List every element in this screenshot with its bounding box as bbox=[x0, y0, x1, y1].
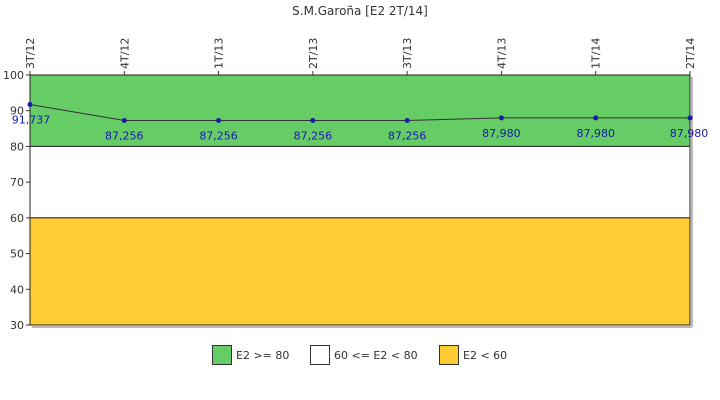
data-point bbox=[216, 118, 222, 124]
x-tick-label: 1T/13 bbox=[213, 38, 226, 69]
chart-title: S.M.Garoña [E2 2T/14] bbox=[292, 4, 428, 18]
x-tick-label: 2T/14 bbox=[684, 38, 697, 69]
legend-label-low: E2 < 60 bbox=[463, 348, 508, 362]
data-label: 87,256 bbox=[199, 130, 238, 143]
data-label: 87,256 bbox=[388, 130, 427, 143]
data-point bbox=[593, 115, 599, 121]
legend-item-high: E2 >= 80 bbox=[212, 344, 289, 366]
data-point bbox=[310, 118, 316, 124]
y-tick-label: 40 bbox=[10, 283, 24, 296]
x-tick-label: 3T/13 bbox=[401, 38, 414, 69]
legend: E2 >= 80 60 <= E2 < 80 E2 < 60 bbox=[0, 344, 720, 368]
x-tick-label: 3T/12 bbox=[24, 38, 37, 69]
series-line bbox=[29, 104, 690, 122]
x-tick-label: 4T/12 bbox=[118, 38, 131, 69]
y-tick-label: 70 bbox=[10, 176, 24, 189]
band-1 bbox=[29, 145, 691, 219]
legend-label-mid: 60 <= E2 < 80 bbox=[334, 348, 418, 362]
y-tick-label: 50 bbox=[10, 248, 24, 261]
data-point bbox=[687, 115, 693, 121]
band-0 bbox=[29, 74, 691, 147]
data-label: 87,980 bbox=[482, 127, 521, 140]
legend-item-mid: 60 <= E2 < 80 bbox=[310, 344, 418, 366]
data-point bbox=[498, 115, 504, 121]
x-tick-label: 2T/13 bbox=[307, 38, 320, 69]
data-label: 87,980 bbox=[576, 127, 615, 140]
data-label: 87,256 bbox=[294, 130, 333, 143]
x-tick-label: 1T/14 bbox=[590, 38, 603, 69]
y-tick-label: 30 bbox=[10, 319, 24, 332]
data-point bbox=[27, 102, 33, 108]
data-label: 87,980 bbox=[670, 127, 709, 140]
legend-swatch-mid bbox=[310, 345, 330, 365]
band-2 bbox=[29, 217, 691, 326]
y-tick-label: 60 bbox=[10, 212, 24, 225]
y-tick-label: 90 bbox=[10, 105, 24, 118]
legend-swatch-low bbox=[439, 345, 459, 365]
data-point bbox=[121, 118, 127, 124]
y-tick-label: 100 bbox=[3, 69, 24, 82]
y-tick-label: 80 bbox=[10, 140, 24, 153]
legend-label-high: E2 >= 80 bbox=[236, 348, 290, 362]
x-tick-label: 4T/13 bbox=[495, 38, 508, 69]
legend-item-low: E2 < 60 bbox=[439, 344, 507, 366]
legend-swatch-high bbox=[212, 345, 232, 365]
data-point bbox=[404, 118, 410, 124]
plot-frame bbox=[29, 74, 691, 326]
data-label: 87,256 bbox=[105, 130, 144, 143]
data-label: 91,737 bbox=[12, 114, 51, 127]
